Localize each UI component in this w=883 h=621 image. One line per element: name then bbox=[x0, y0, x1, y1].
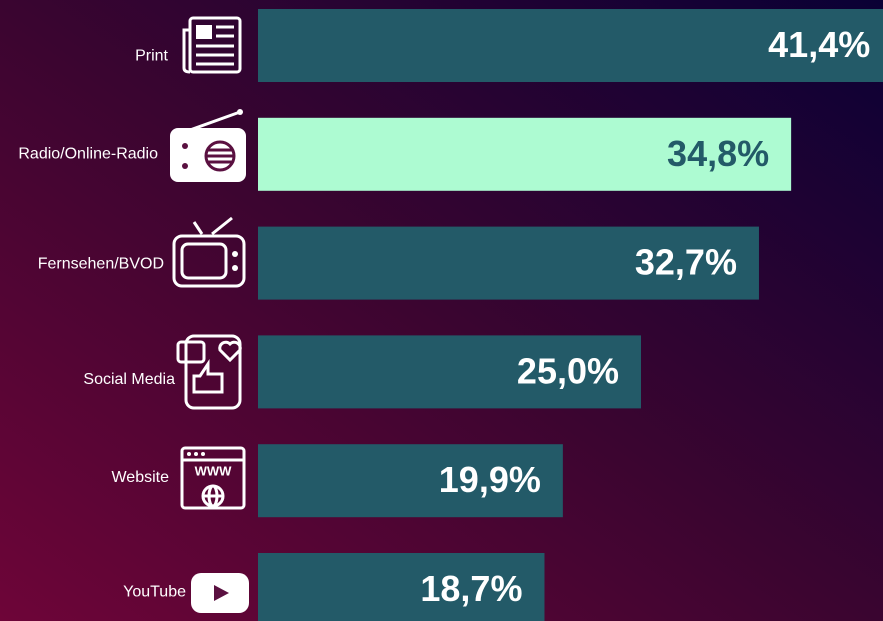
bar bbox=[258, 117, 792, 191]
value-label: 25,0% bbox=[517, 350, 619, 391]
category-label: YouTube bbox=[123, 584, 186, 601]
category-label: Print bbox=[135, 48, 168, 65]
bar bbox=[258, 444, 563, 518]
bar bbox=[258, 226, 759, 300]
svg-text:WWW: WWW bbox=[195, 463, 233, 478]
radio-icon bbox=[170, 109, 246, 182]
category-label: Radio/Online-Radio bbox=[18, 146, 158, 163]
tv-icon bbox=[172, 216, 246, 288]
bars: Print 41,4% Radio/Online-Radio 34,8% Fernseh… bbox=[18, 9, 883, 621]
category-label: Website bbox=[111, 469, 169, 486]
value-label: 18,7% bbox=[420, 568, 522, 609]
value-label: 34,8% bbox=[667, 133, 769, 174]
social-icon bbox=[176, 334, 242, 410]
print-icon bbox=[182, 16, 242, 74]
youtube-icon bbox=[191, 573, 249, 613]
bar bbox=[258, 553, 545, 621]
bar bbox=[258, 9, 883, 82]
website-icon: WWW bbox=[180, 446, 246, 510]
value-label: 41,4% bbox=[768, 24, 870, 65]
value-label: 19,9% bbox=[439, 459, 541, 500]
category-label: Fernsehen/BVOD bbox=[38, 255, 164, 272]
category-label: Social Media bbox=[83, 371, 175, 388]
value-label: 32,7% bbox=[635, 242, 737, 283]
bar bbox=[258, 335, 641, 409]
